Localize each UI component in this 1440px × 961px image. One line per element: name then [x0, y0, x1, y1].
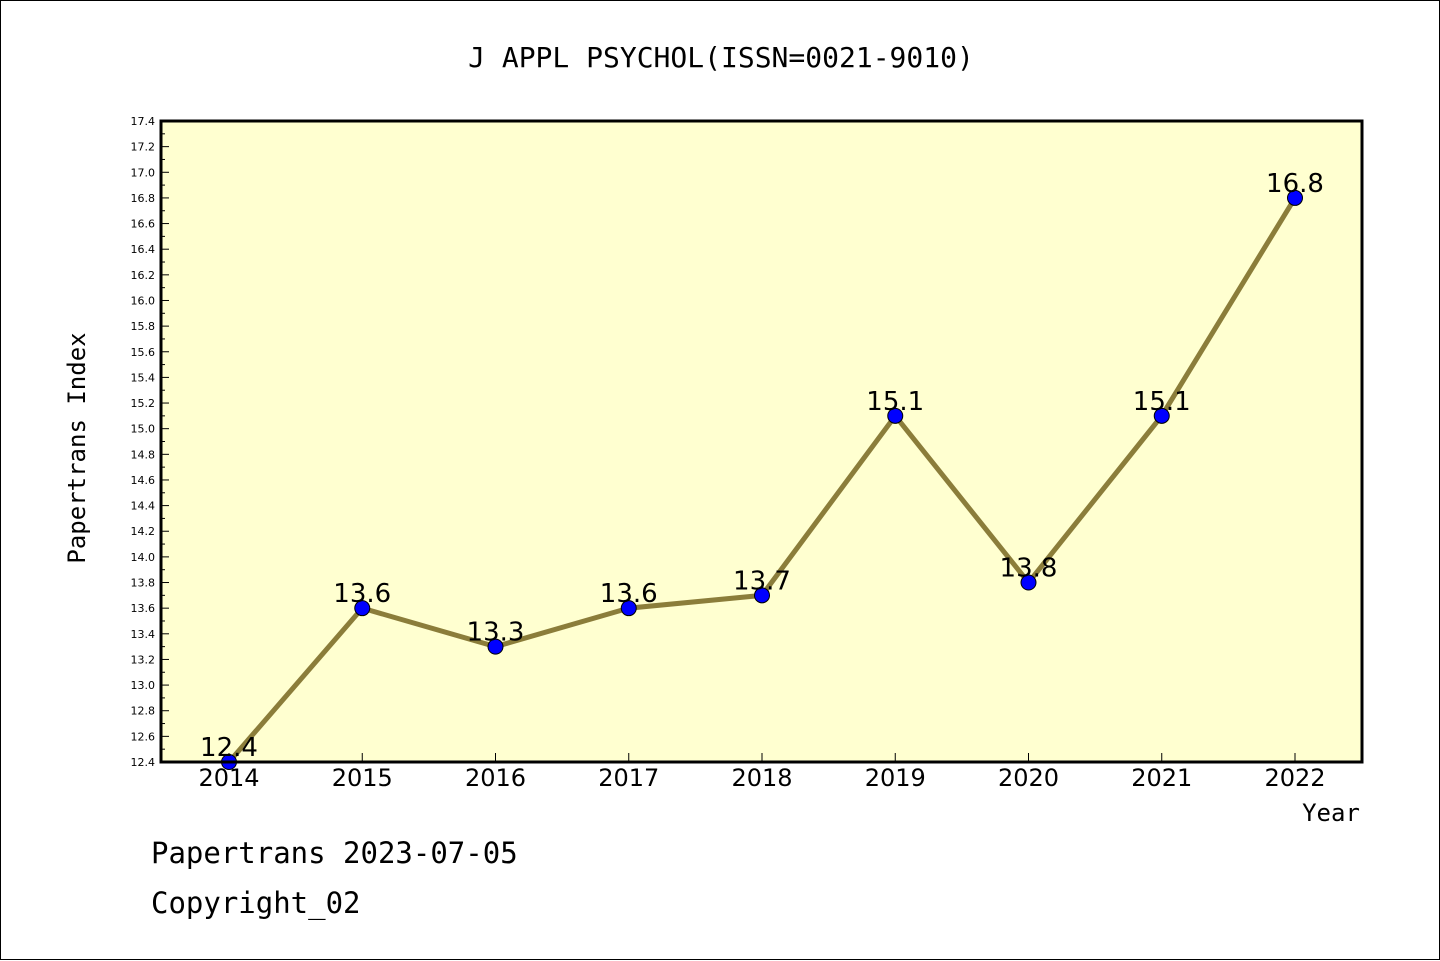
data-point [1287, 189, 1303, 206]
y-tick-label: 14.6 [131, 474, 156, 487]
data-point [1020, 574, 1037, 591]
data-labels-group: 12.4 13.6 13.3 13.6 13.7 15.1 13.8 15.1 16.8 [200, 169, 1324, 763]
y-tick-label: 17.4 [131, 115, 156, 128]
x-tick-label: 2019 [865, 764, 926, 792]
chart-title: J APPL PSYCHOL(ISSN=0021-9010) [468, 41, 974, 74]
y-tick-label: 16.6 [131, 218, 156, 231]
data-point [887, 407, 904, 424]
data-label: 15.1 [866, 387, 924, 417]
y-tick-label: 14.0 [131, 551, 156, 564]
data-point [1153, 407, 1170, 424]
y-tick-label: 14.2 [131, 525, 156, 538]
y-tick-label: 17.0 [131, 166, 156, 179]
y-axis-title: Papertrans Index [63, 332, 91, 563]
data-label: 13.6 [600, 579, 658, 609]
y-tick-label: 13.2 [131, 653, 156, 666]
data-label: 15.1 [1133, 387, 1191, 417]
data-label: 13.6 [333, 579, 391, 609]
y-tick-label: 17.2 [131, 141, 156, 154]
x-tick-label: 2017 [598, 764, 659, 792]
data-label: 13.7 [733, 566, 791, 596]
y-tick-label: 14.4 [131, 500, 156, 513]
data-point [487, 638, 504, 655]
plot-border [159, 119, 1364, 764]
data-label: 12.4 [200, 733, 258, 763]
data-label: 16.8 [1266, 169, 1324, 199]
x-tick-label: 2018 [731, 764, 792, 792]
y-tick-label: 12.8 [131, 705, 156, 718]
y-tick-label: 16.4 [131, 243, 156, 256]
x-tick-label: 2016 [465, 764, 526, 792]
y-tick-label: 13.8 [131, 577, 156, 590]
x-tick-label: 2015 [332, 764, 393, 792]
data-point [354, 600, 371, 617]
y-tick-label: 16.8 [131, 192, 156, 205]
y-tick-label: 15.0 [131, 423, 156, 436]
footer-copyright: Copyright_02 [151, 886, 361, 920]
x-tick-label: 2022 [1264, 764, 1325, 792]
y-tick-label: 13.6 [131, 602, 156, 615]
y-tick-label: 12.6 [131, 730, 156, 743]
y-tick-label: 13.0 [131, 679, 156, 692]
y-tick-label: 15.4 [131, 371, 156, 384]
plot-area [161, 121, 1362, 762]
y-axis-ticks: 12.4 12.6 12.8 13.0 13.2 13.4 13.6 13.8 14.0 14.2… [131, 115, 169, 769]
data-point [620, 600, 637, 617]
y-tick-label: 15.6 [131, 346, 156, 359]
x-axis-title: Year [1302, 799, 1360, 827]
x-axis-ticks: 2014 2015 2016 2017 2018 2019 2020 2021 2022 [198, 753, 1326, 792]
footer-date: Papertrans 2023-07-05 [151, 836, 518, 870]
data-label: 13.3 [467, 618, 525, 648]
x-tick-label: 2020 [998, 764, 1059, 792]
y-tick-label: 13.4 [131, 628, 156, 641]
data-label: 13.8 [1000, 554, 1058, 584]
y-tick-label: 16.0 [131, 294, 156, 307]
series-group [221, 189, 1303, 770]
y-tick-label: 15.8 [131, 320, 156, 333]
y-tick-label: 15.2 [131, 397, 156, 410]
x-tick-label: 2021 [1131, 764, 1192, 792]
y-tick-label: 12.4 [131, 756, 156, 769]
y-tick-label: 16.2 [131, 269, 156, 282]
y-tick-label: 14.8 [131, 448, 156, 461]
data-point [754, 587, 770, 604]
